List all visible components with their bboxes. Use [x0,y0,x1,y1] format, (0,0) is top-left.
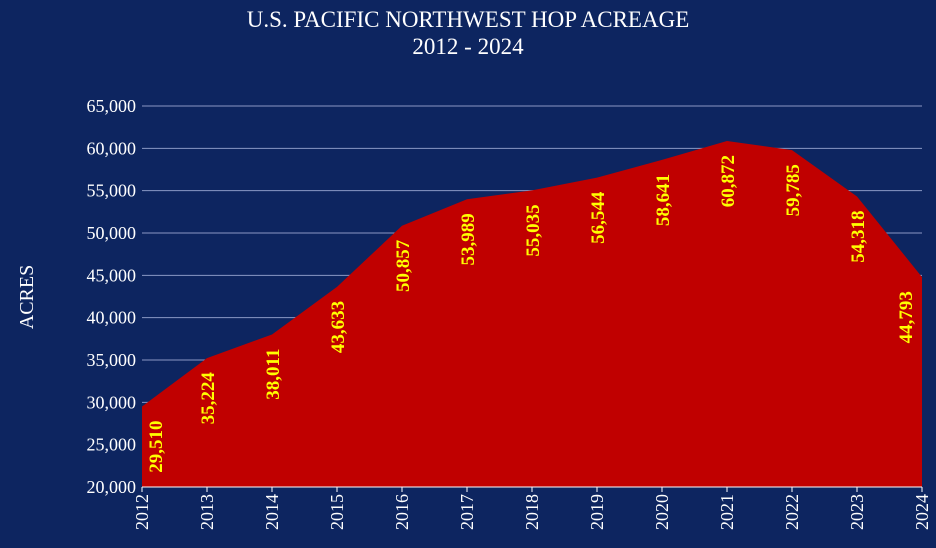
y-tick-label: 35,000 [87,350,137,370]
x-tick-label: 2012 [132,494,152,530]
y-tick-label: 65,000 [87,96,137,116]
x-tick-label: 2020 [652,494,672,530]
data-label: 56,544 [588,191,609,244]
y-tick-label: 45,000 [87,265,137,285]
chart-subtitle: 2012 - 2024 [412,34,524,59]
x-tick-label: 2019 [587,494,607,530]
y-tick-label: 20,000 [87,477,137,497]
data-label: 38,011 [263,349,284,400]
data-label: 53,989 [458,213,479,265]
y-tick-label: 55,000 [87,181,137,201]
x-tick-label: 2015 [327,494,347,530]
data-label: 29,510 [146,420,167,472]
y-axis-title: ACRES [16,265,38,329]
data-label: 50,857 [393,239,414,292]
data-label: 35,224 [198,372,219,425]
x-tick-label: 2017 [457,494,477,530]
data-label: 58,641 [653,174,674,226]
x-tick-label: 2013 [197,494,217,530]
x-tick-label: 2021 [717,494,737,530]
data-label: 59,785 [783,164,804,216]
area-series [142,140,922,488]
y-tick-label: 25,000 [87,435,137,455]
data-label: 60,872 [718,155,739,207]
y-tick-label: 60,000 [87,138,137,158]
data-label: 54,318 [848,210,869,262]
y-tick-label: 50,000 [87,223,137,243]
y-tick-label: 40,000 [87,308,137,328]
chart-title: U.S. PACIFIC NORTHWEST HOP ACREAGE [246,7,690,32]
x-tick-label: 2023 [847,494,867,530]
x-tick-label: 2014 [262,494,282,530]
x-tick-label: 2022 [782,494,802,530]
x-tick-label: 2024 [912,494,932,530]
x-tick-label: 2018 [522,494,542,530]
y-tick-label: 30,000 [87,392,137,412]
x-tick-label: 2016 [392,494,412,530]
data-label: 55,035 [523,204,544,256]
data-label: 43,633 [328,301,349,353]
data-label: 44,793 [896,291,917,343]
